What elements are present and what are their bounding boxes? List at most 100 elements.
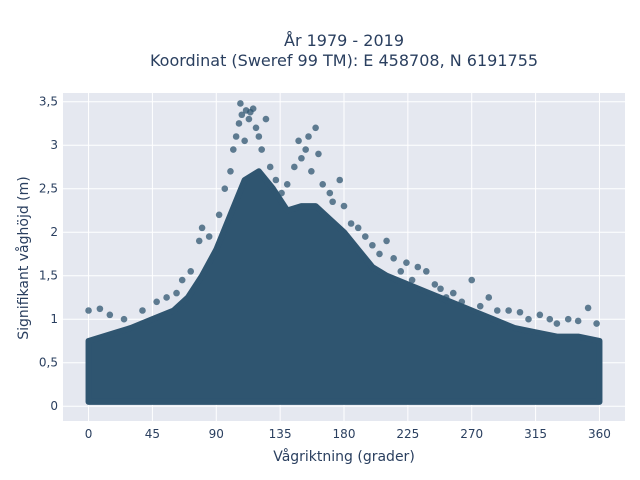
data-point bbox=[173, 289, 180, 297]
data-point bbox=[329, 198, 336, 206]
x-tick-label: 360 bbox=[588, 427, 611, 441]
data-point bbox=[546, 315, 554, 323]
data-point bbox=[258, 146, 265, 153]
chart-title-line-2: Koordinat (Sweref 99 TM): E 458708, N 61… bbox=[150, 51, 538, 70]
data-point bbox=[423, 268, 430, 275]
data-point bbox=[525, 315, 532, 323]
x-tick-label: 270 bbox=[460, 427, 483, 441]
x-axis-ticks: 0 45 90 135 180 225 270 315 360 bbox=[85, 427, 611, 441]
x-tick-label: 0 bbox=[85, 427, 93, 441]
data-point bbox=[237, 100, 244, 107]
data-point bbox=[431, 281, 439, 288]
data-point bbox=[408, 276, 416, 284]
data-point bbox=[354, 224, 362, 232]
data-point bbox=[245, 115, 253, 123]
data-point bbox=[442, 294, 450, 301]
data-point bbox=[163, 294, 170, 301]
x-tick-label: 135 bbox=[269, 427, 292, 441]
data-point bbox=[403, 259, 410, 266]
data-point bbox=[505, 307, 512, 314]
data-point bbox=[249, 105, 257, 112]
data-point bbox=[283, 181, 291, 188]
data-point bbox=[315, 150, 322, 158]
data-point bbox=[215, 211, 223, 219]
data-point bbox=[361, 233, 369, 240]
data-point bbox=[536, 311, 544, 319]
data-point bbox=[241, 137, 248, 145]
data-point bbox=[390, 255, 397, 262]
data-point bbox=[106, 311, 114, 319]
data-point bbox=[255, 133, 263, 140]
dense-point-cloud bbox=[85, 168, 603, 405]
data-point bbox=[449, 289, 457, 297]
data-point bbox=[298, 154, 305, 162]
y-tick-label: 1,5 bbox=[39, 269, 58, 283]
y-tick-label: 3 bbox=[50, 138, 58, 152]
data-point bbox=[221, 185, 229, 193]
data-point bbox=[369, 241, 376, 249]
dense-data-band bbox=[85, 168, 603, 405]
y-axis-ticks: 0 0,5 1 1,5 2 2,5 3 3,5 bbox=[39, 95, 58, 414]
y-tick-label: 1 bbox=[50, 312, 58, 326]
data-point bbox=[383, 237, 390, 245]
data-point bbox=[295, 137, 302, 145]
x-tick-label: 45 bbox=[145, 427, 160, 441]
data-point bbox=[584, 304, 592, 312]
data-point bbox=[198, 224, 206, 232]
data-point bbox=[272, 176, 280, 184]
data-points bbox=[85, 100, 600, 327]
chart-title-line-1: År 1979 - 2019 bbox=[284, 31, 404, 50]
data-point bbox=[187, 268, 195, 275]
data-point bbox=[235, 120, 243, 127]
data-point bbox=[476, 302, 484, 310]
data-point bbox=[553, 320, 561, 327]
y-tick-label: 2 bbox=[50, 225, 58, 239]
data-point bbox=[266, 163, 274, 171]
data-point bbox=[227, 168, 234, 175]
data-point bbox=[336, 176, 344, 184]
y-tick-label: 3,5 bbox=[39, 95, 58, 109]
x-tick-label: 315 bbox=[524, 427, 547, 441]
data-point bbox=[305, 133, 312, 140]
data-point bbox=[120, 315, 128, 323]
data-point bbox=[252, 124, 260, 132]
x-tick-label: 90 bbox=[209, 427, 224, 441]
data-point bbox=[564, 315, 572, 323]
data-point bbox=[593, 320, 600, 327]
data-point bbox=[414, 263, 422, 271]
data-point bbox=[516, 308, 524, 316]
data-point bbox=[85, 307, 92, 314]
data-point bbox=[232, 133, 240, 140]
data-point bbox=[178, 276, 186, 284]
data-point bbox=[397, 268, 405, 275]
y-tick-label: 0 bbox=[50, 399, 58, 413]
data-point bbox=[312, 124, 319, 132]
data-point bbox=[319, 181, 327, 188]
data-point bbox=[291, 163, 298, 171]
data-point bbox=[437, 285, 444, 293]
data-point bbox=[278, 189, 285, 197]
data-point bbox=[458, 298, 466, 306]
y-axis-title: Signifikant våghöjd (m) bbox=[15, 176, 32, 339]
data-point bbox=[347, 220, 355, 227]
data-point bbox=[195, 237, 203, 245]
y-tick-label: 0,5 bbox=[39, 356, 58, 370]
y-tick-label: 2,5 bbox=[39, 182, 58, 196]
data-point bbox=[493, 307, 501, 314]
data-point bbox=[308, 168, 315, 175]
data-point bbox=[485, 294, 493, 301]
x-tick-label: 180 bbox=[333, 427, 356, 441]
data-point bbox=[340, 202, 348, 210]
data-point bbox=[468, 276, 476, 284]
x-axis-title: Vågriktning (grader) bbox=[273, 448, 415, 465]
data-point bbox=[262, 115, 270, 123]
data-point bbox=[326, 189, 334, 197]
data-point bbox=[376, 250, 383, 258]
data-point bbox=[302, 146, 309, 153]
data-point bbox=[96, 305, 104, 313]
data-point bbox=[205, 233, 213, 240]
data-point bbox=[153, 298, 160, 306]
data-point bbox=[139, 307, 146, 314]
data-point bbox=[574, 317, 582, 325]
